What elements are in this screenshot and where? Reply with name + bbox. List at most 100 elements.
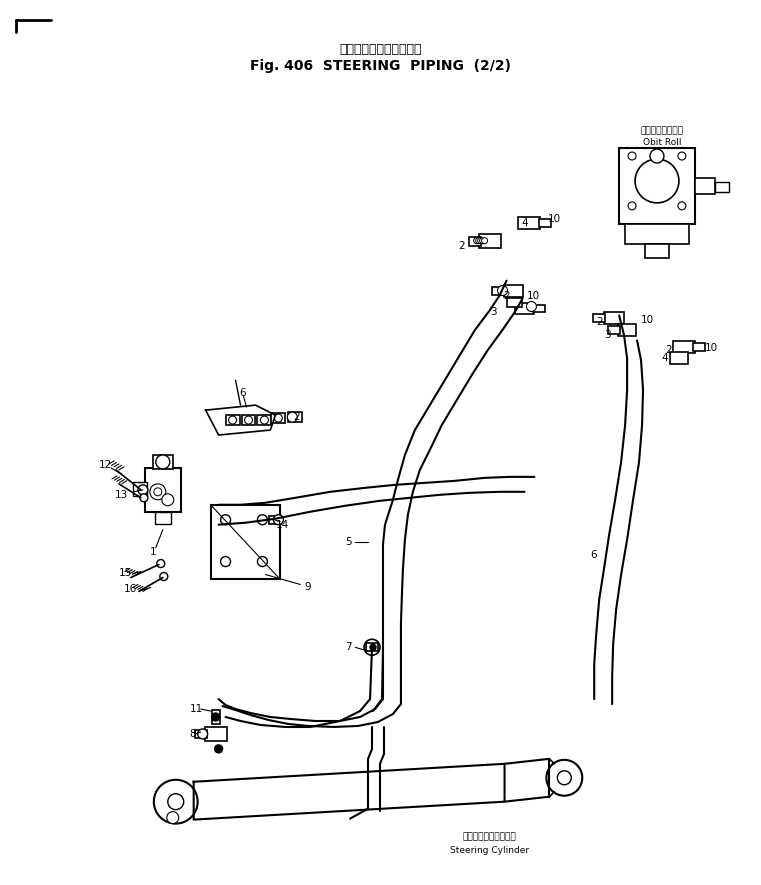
Bar [604, 312, 624, 325]
Circle shape [478, 238, 484, 243]
Bar [133, 481, 147, 496]
Bar [645, 243, 669, 258]
Bar [212, 710, 220, 724]
Text: オービットロール: オービットロール [641, 127, 683, 135]
Bar [670, 352, 688, 365]
Bar [205, 727, 227, 741]
Circle shape [138, 485, 148, 495]
Circle shape [157, 559, 165, 567]
Bar [693, 343, 705, 351]
Text: 6: 6 [239, 389, 246, 398]
Text: 5: 5 [345, 536, 352, 547]
Circle shape [273, 515, 283, 525]
Circle shape [257, 557, 267, 566]
Circle shape [162, 494, 174, 505]
Text: 4: 4 [661, 353, 668, 364]
Text: 10: 10 [548, 214, 561, 224]
Text: 16: 16 [124, 584, 138, 595]
Circle shape [473, 238, 479, 243]
Circle shape [364, 639, 380, 655]
Circle shape [678, 202, 686, 210]
Text: 6: 6 [590, 550, 597, 559]
Circle shape [221, 557, 231, 566]
Bar [145, 468, 180, 512]
Bar [540, 219, 552, 227]
Bar [479, 234, 501, 248]
Bar [504, 285, 524, 296]
Bar [518, 217, 540, 229]
Bar [514, 303, 534, 314]
Circle shape [557, 771, 572, 785]
Circle shape [678, 152, 686, 160]
Bar [594, 314, 605, 322]
Bar [608, 327, 620, 335]
Circle shape [546, 760, 582, 796]
Text: 4: 4 [521, 218, 528, 227]
Text: 10: 10 [527, 290, 540, 301]
Bar [625, 224, 689, 243]
Bar [533, 304, 546, 312]
Bar [695, 178, 715, 194]
Circle shape [628, 202, 636, 210]
Circle shape [370, 644, 376, 650]
Circle shape [479, 238, 486, 243]
Text: 10: 10 [641, 315, 654, 326]
Circle shape [275, 414, 282, 422]
Text: 3: 3 [490, 307, 497, 318]
Circle shape [650, 149, 664, 163]
Circle shape [260, 416, 269, 424]
Text: 7: 7 [345, 643, 352, 652]
Circle shape [288, 412, 298, 422]
Bar [272, 413, 285, 423]
Circle shape [628, 152, 636, 160]
Circle shape [257, 515, 267, 525]
Circle shape [498, 286, 508, 296]
Circle shape [156, 455, 170, 469]
Circle shape [140, 494, 148, 502]
Text: 13: 13 [114, 489, 128, 500]
Bar [225, 415, 240, 425]
Text: 2: 2 [293, 412, 300, 422]
Text: Steering Cylinder: Steering Cylinder [450, 846, 529, 855]
Text: 14: 14 [275, 519, 289, 530]
Circle shape [635, 159, 679, 203]
Bar [673, 342, 695, 353]
Bar [153, 455, 173, 469]
Text: 2: 2 [503, 290, 510, 301]
Text: ステアリングシリング: ステアリングシリング [463, 832, 517, 841]
Circle shape [167, 812, 179, 824]
Bar [619, 148, 695, 224]
Circle shape [167, 794, 183, 810]
Polygon shape [205, 405, 275, 435]
Text: 10: 10 [705, 343, 718, 353]
Text: Obit Roll: Obit Roll [643, 137, 681, 147]
Text: 2: 2 [666, 345, 672, 356]
Circle shape [228, 416, 237, 424]
Text: 1: 1 [149, 547, 156, 557]
Polygon shape [194, 764, 505, 820]
Text: 9: 9 [304, 582, 310, 592]
Circle shape [482, 238, 488, 243]
Bar [618, 325, 636, 336]
Circle shape [244, 416, 253, 424]
Bar [288, 412, 302, 422]
Text: ステアリングパイピング: ステアリングパイピング [339, 43, 422, 56]
Circle shape [215, 745, 222, 753]
Bar [715, 182, 729, 192]
Bar [195, 730, 207, 738]
Bar [269, 516, 282, 524]
Bar [366, 643, 378, 651]
Circle shape [150, 484, 166, 500]
Circle shape [212, 713, 220, 721]
Circle shape [527, 302, 537, 312]
Circle shape [154, 780, 198, 824]
Text: 12: 12 [98, 460, 112, 470]
Bar [469, 237, 481, 246]
Circle shape [221, 515, 231, 525]
Text: 8: 8 [189, 729, 196, 739]
Text: 3: 3 [604, 330, 610, 341]
Circle shape [476, 238, 482, 243]
Circle shape [160, 573, 167, 581]
Text: 15: 15 [119, 567, 132, 578]
Text: 11: 11 [190, 704, 203, 714]
